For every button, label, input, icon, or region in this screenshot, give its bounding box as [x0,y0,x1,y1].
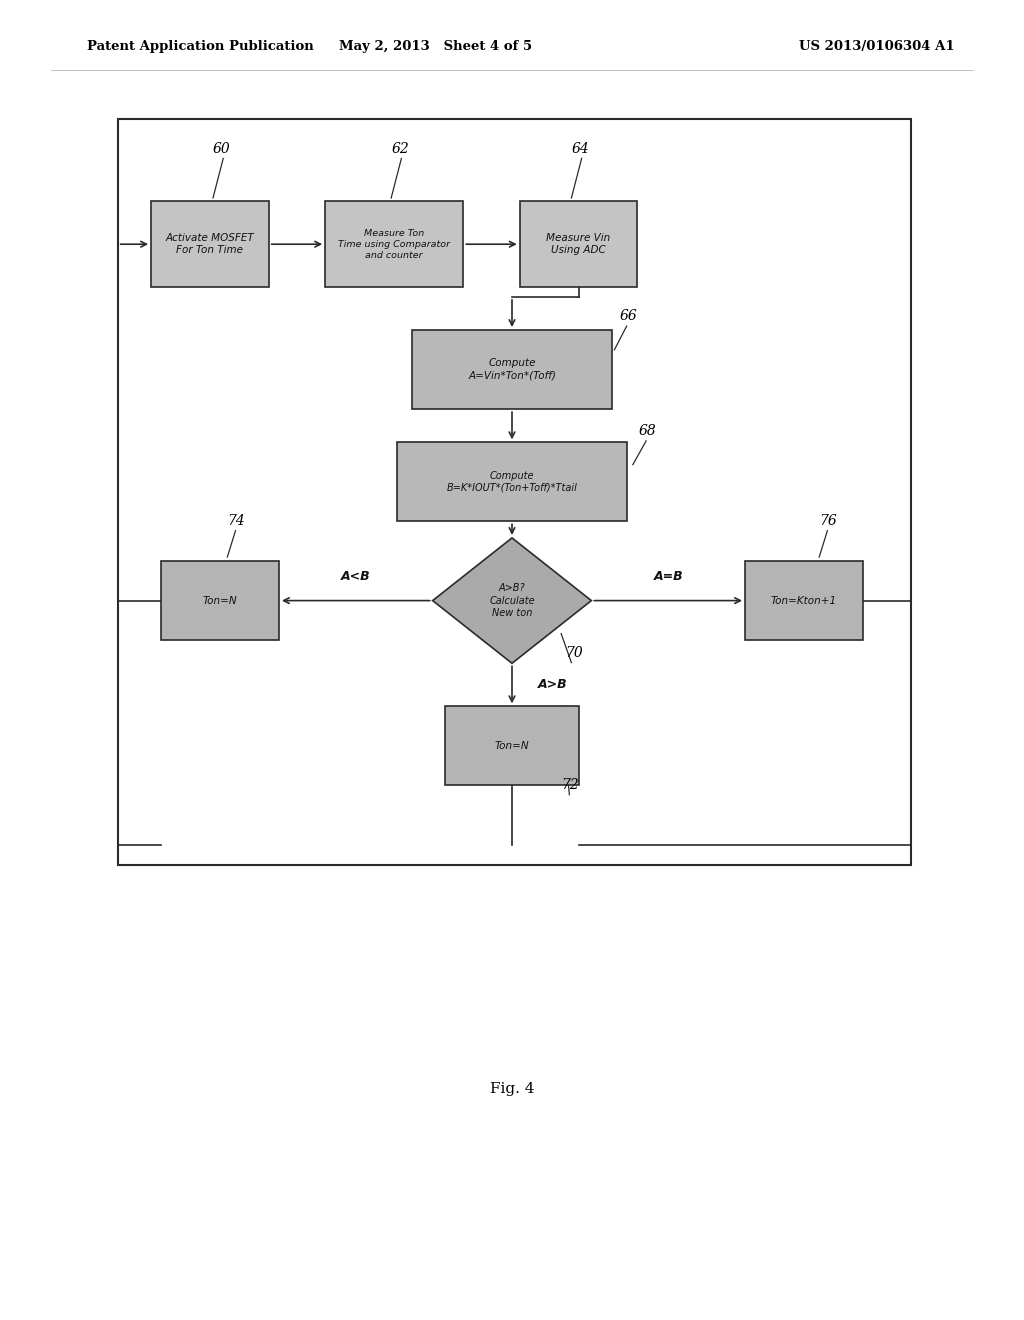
Text: 60: 60 [213,141,230,156]
Text: A<B: A<B [341,570,371,583]
Bar [745,561,862,640]
Text: 74: 74 [227,513,245,528]
Text: A>B: A>B [538,678,567,692]
Text: 72: 72 [561,777,579,792]
Text: Fig. 4: Fig. 4 [489,1082,535,1096]
Text: Ton=N: Ton=N [495,741,529,751]
Bar [519,202,637,288]
Text: US 2013/0106304 A1: US 2013/0106304 A1 [799,40,954,53]
Text: 64: 64 [571,141,589,156]
Text: May 2, 2013   Sheet 4 of 5: May 2, 2013 Sheet 4 of 5 [339,40,531,53]
Bar [445,706,579,785]
Text: 68: 68 [639,424,656,438]
Text: A=B: A=B [653,570,683,583]
Bar [397,442,627,521]
Text: Measure Vin
Using ADC: Measure Vin Using ADC [547,234,610,255]
Text: Patent Application Publication: Patent Application Publication [87,40,313,53]
Text: 66: 66 [620,309,637,323]
Bar [152,202,268,288]
Text: 70: 70 [565,645,583,660]
Text: Ton=Kton+1: Ton=Kton+1 [771,595,837,606]
Bar [162,561,279,640]
Text: Ton=N: Ton=N [203,595,238,606]
Text: Measure Ton
Time using Comparator
and counter: Measure Ton Time using Comparator and co… [338,228,451,260]
Text: 76: 76 [819,513,837,528]
Text: Compute
A=Vin*Ton*(Toff): Compute A=Vin*Ton*(Toff) [468,359,556,380]
Text: 62: 62 [391,141,409,156]
Bar [412,330,611,409]
Polygon shape [432,539,592,663]
Text: Activate MOSFET
For Ton Time: Activate MOSFET For Ton Time [166,234,254,255]
Bar [326,202,463,288]
Bar [118,119,911,865]
Text: Compute
B=K*IOUT*(Ton+Toff)*Ttail: Compute B=K*IOUT*(Ton+Toff)*Ttail [446,471,578,492]
Text: A>B?
Calculate
New ton: A>B? Calculate New ton [489,583,535,618]
